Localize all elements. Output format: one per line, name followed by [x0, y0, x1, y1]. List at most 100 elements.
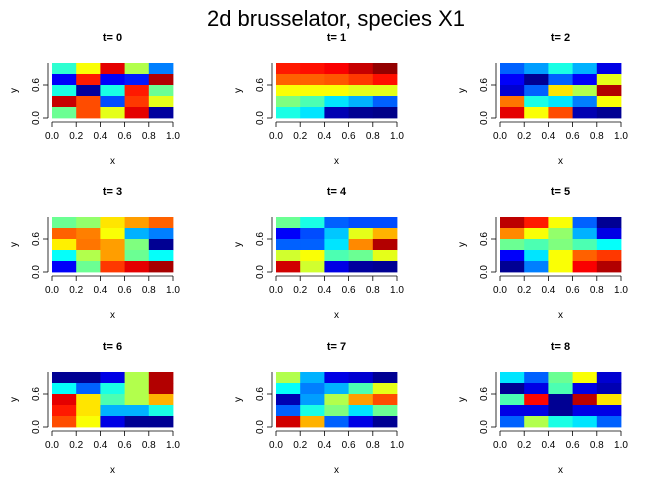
heatmap-cell: [76, 217, 101, 229]
heatmap-cell: [52, 239, 77, 251]
heatmap-cell: [548, 394, 573, 406]
heatmap-cell: [572, 63, 598, 75]
heatmap-cell: [524, 217, 549, 229]
y-axis-label: y: [457, 397, 468, 402]
heatmap-cell: [124, 107, 150, 119]
heatmap-cell: [548, 74, 573, 86]
heatmap-panel: t= 7 0.0 0.2 0.4 0.6 0.8 1.0 x 0.0 0.6 y: [233, 341, 404, 476]
heatmap-cell: [596, 405, 622, 417]
heatmap-cell: [124, 217, 150, 229]
x-tick-label: 0.0: [45, 131, 59, 142]
heatmap-cell: [124, 394, 150, 406]
heatmap-cell: [500, 96, 525, 108]
heatmap-cell: [52, 228, 77, 240]
panel-grid: t= 0 0.0 0.2 0.4 0.6 0.8 1.0 x 0.0 0.6 y t= 1 0.0 0.2…: [9, 32, 628, 476]
x-tick-label: 0.2: [69, 131, 83, 142]
x-tick-label: 0.4: [93, 131, 107, 142]
heatmap-cell: [124, 261, 150, 273]
y-axis-label: y: [457, 88, 468, 93]
x-tick-label: 0.6: [118, 440, 132, 451]
heatmap-cell: [572, 405, 598, 417]
heatmap-cell: [276, 261, 301, 273]
heatmap-cell: [596, 250, 622, 262]
heatmap-cell: [148, 239, 174, 251]
heatmap-panel: t= 0 0.0 0.2 0.4 0.6 0.8 1.0 x 0.0 0.6 y: [9, 32, 180, 167]
panel-title: t= 4: [327, 186, 347, 198]
heatmap-cell: [100, 217, 125, 229]
x-tick-label: 0.0: [493, 440, 507, 451]
heatmap-cell: [348, 217, 374, 229]
x-tick-label: 0.6: [566, 131, 580, 142]
y-tick-label: 0.0: [255, 265, 266, 279]
heatmap-cell: [76, 74, 101, 86]
heatmap-cell: [52, 250, 77, 262]
heatmap-cell: [596, 74, 622, 86]
heatmap-cell: [124, 228, 150, 240]
heatmap-cell: [124, 383, 150, 395]
heatmap-cell: [52, 217, 77, 229]
heatmap-cell: [300, 107, 325, 119]
heatmap-cell: [276, 96, 301, 108]
x-axis-label: x: [334, 156, 339, 167]
heatmap-cell: [348, 107, 374, 119]
heatmap-cell: [76, 250, 101, 262]
heatmap-cell: [548, 250, 573, 262]
panel-title: t= 1: [327, 32, 346, 44]
heatmap-cell: [524, 250, 549, 262]
heatmap-cell: [276, 217, 301, 229]
x-tick-label: 0.0: [269, 285, 283, 296]
x-tick-label: 0.6: [342, 131, 356, 142]
heatmap-cell: [148, 96, 174, 108]
heatmap-cell: [548, 383, 573, 395]
heatmap-cell: [348, 416, 374, 428]
heatmap-cell: [124, 416, 150, 428]
heatmap-cell: [100, 261, 125, 273]
y-tick-label: 0.6: [31, 78, 42, 92]
heatmap-cell: [324, 217, 349, 229]
heatmap-cell: [372, 239, 398, 251]
heatmap-cell: [324, 85, 349, 97]
x-axis-label: x: [558, 156, 563, 167]
heatmap-cell: [276, 63, 301, 75]
heatmap-cell: [524, 416, 549, 428]
x-tick-label: 0.0: [493, 131, 507, 142]
heatmap-cell: [76, 372, 101, 384]
heatmap-cell: [500, 416, 525, 428]
heatmap-cell: [500, 405, 525, 417]
x-tick-label: 0.8: [142, 285, 156, 296]
heatmap-cell: [52, 74, 77, 86]
x-tick-label: 1.0: [390, 131, 404, 142]
heatmap-cell: [300, 416, 325, 428]
heatmap-cell: [548, 416, 573, 428]
heatmap-cell: [572, 85, 598, 97]
heatmap-cell: [596, 383, 622, 395]
heatmap-cell: [324, 383, 349, 395]
heatmap-cell: [324, 239, 349, 251]
heatmap-cell: [300, 239, 325, 251]
heatmap-cell: [372, 372, 398, 384]
heatmap-cell: [524, 63, 549, 75]
heatmap-cell: [76, 107, 101, 119]
x-tick-label: 0.6: [342, 285, 356, 296]
heatmap-cell: [276, 372, 301, 384]
heatmap-cell: [348, 394, 374, 406]
x-tick-label: 0.2: [517, 285, 531, 296]
heatmap-cell: [596, 63, 622, 75]
heatmap-cell: [572, 250, 598, 262]
heatmap-cell: [52, 405, 77, 417]
heatmap-cell: [572, 394, 598, 406]
y-tick-label: 0.0: [31, 420, 42, 434]
heatmap-cell: [524, 239, 549, 251]
heatmap-cell: [124, 405, 150, 417]
heatmap-cell: [124, 372, 150, 384]
heatmap-cell: [148, 394, 174, 406]
heatmap-cell: [100, 372, 125, 384]
x-tick-label: 0.0: [493, 285, 507, 296]
heatmap-cell: [372, 261, 398, 273]
heatmap-cell: [148, 74, 174, 86]
x-tick-label: 0.2: [293, 440, 307, 451]
heatmap-cell: [124, 85, 150, 97]
y-axis-label: y: [457, 242, 468, 247]
heatmap-cell: [500, 85, 525, 97]
